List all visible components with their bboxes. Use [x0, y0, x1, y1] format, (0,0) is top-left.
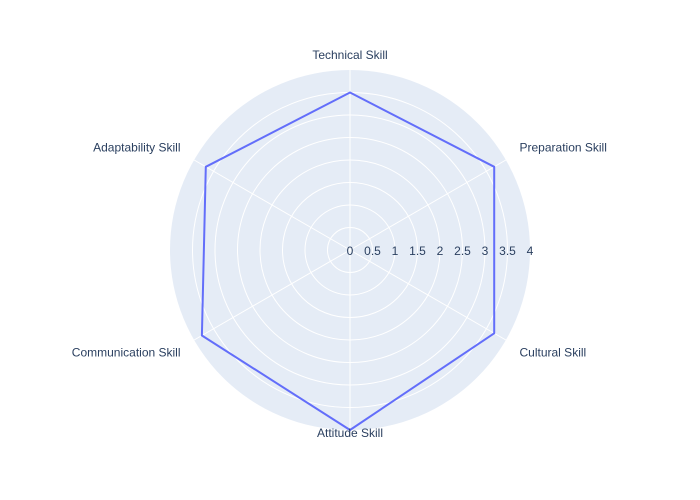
radial-tick-label: 2.5 — [454, 244, 471, 258]
category-label: Communication Skill — [72, 346, 181, 360]
radial-tick-label: 3 — [482, 244, 489, 258]
category-label: Attitude Skill — [317, 426, 383, 440]
grid-spoke — [349, 159, 507, 251]
radial-tick-label: 2 — [437, 244, 444, 258]
grid-spoke — [349, 249, 507, 341]
category-label: Adaptability Skill — [93, 141, 180, 155]
category-label: Preparation Skill — [520, 141, 607, 155]
category-label: Cultural Skill — [520, 346, 587, 360]
radial-tick-label: 0.5 — [364, 244, 381, 258]
radial-tick-label: 1.5 — [409, 244, 426, 258]
radial-tick-label: 3.5 — [499, 244, 516, 258]
grid-spoke — [193, 249, 351, 341]
radial-tick-label: 0 — [347, 244, 354, 258]
radial-tick-label: 1 — [392, 244, 399, 258]
grid-spoke — [193, 159, 351, 251]
radial-tick-label: 4 — [527, 244, 534, 258]
category-label: Technical Skill — [312, 48, 387, 62]
